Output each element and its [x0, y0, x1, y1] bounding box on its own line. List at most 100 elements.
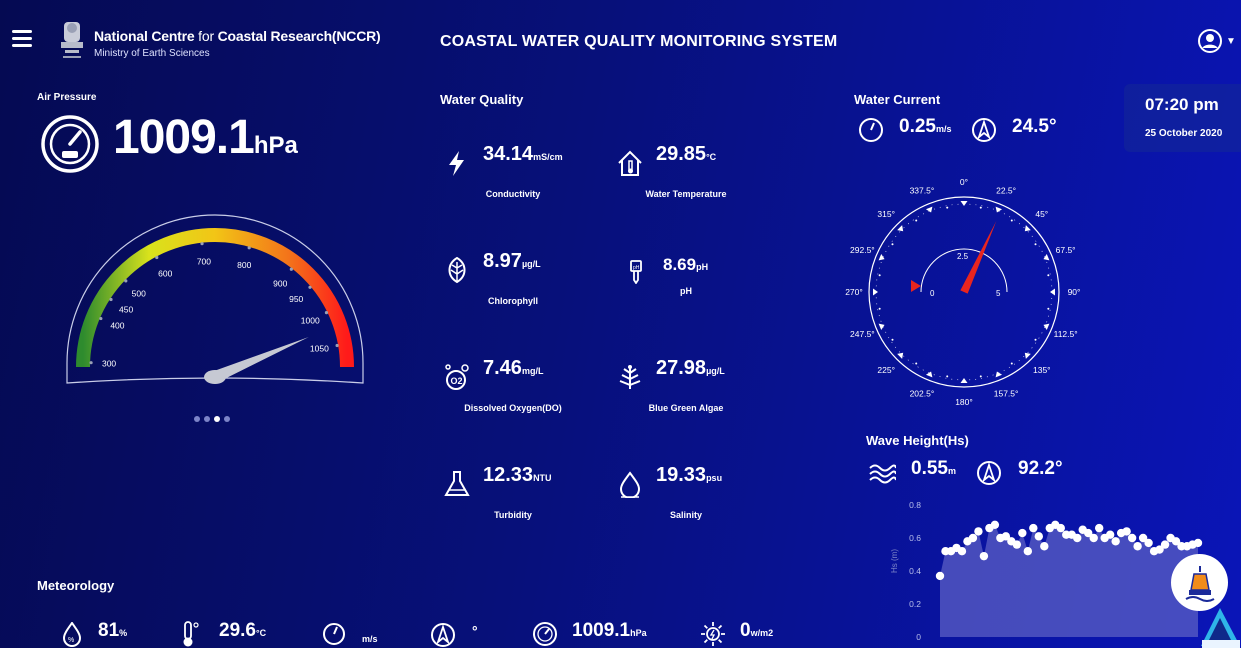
compass-label: 67.5° — [1056, 245, 1076, 255]
direction-needle — [960, 221, 997, 294]
chart-point — [1160, 540, 1170, 549]
chart-point — [1018, 528, 1027, 538]
compass-label: 315° — [877, 209, 895, 219]
speed-marker — [911, 280, 921, 292]
inner-label-mid: 2.5 — [957, 252, 969, 261]
water-current-title: Water Current — [854, 92, 941, 107]
gauge-tick — [89, 361, 93, 365]
metric-chlorophyll: 8.97µg/L Chlorophyll — [443, 250, 613, 330]
menu-icon[interactable] — [12, 30, 32, 47]
gauge-tick-label: 300 — [102, 358, 116, 368]
gauge-icon — [41, 115, 99, 173]
gauge-tick — [308, 285, 312, 289]
compass-minor-dot — [891, 243, 894, 246]
thermometer-icon — [183, 621, 199, 647]
compass-marker — [995, 206, 1003, 213]
carousel-dot[interactable] — [224, 416, 230, 422]
water-current-speed: 0.25m/s — [899, 116, 952, 137]
compass-minor-dot — [1034, 243, 1037, 246]
gauge-tick — [99, 316, 103, 321]
compass-minor-dot — [979, 206, 982, 209]
chart-point — [1122, 527, 1131, 536]
compass-marker — [1024, 225, 1031, 232]
compass-marker — [873, 288, 878, 296]
metric-turbidity: 12.33NTU Turbidity — [443, 464, 613, 544]
compass-minor-dot — [946, 375, 949, 378]
compass-minor-dot — [1010, 219, 1013, 222]
compass-label: 45° — [1035, 209, 1048, 219]
chart-point — [957, 547, 967, 556]
gauge-tick — [155, 255, 159, 260]
compass-label: 337.5° — [910, 185, 935, 195]
chart-point — [1193, 538, 1203, 548]
compass-marker — [925, 206, 933, 213]
wave-height-value: 0.55m — [911, 458, 956, 479]
speedometer-icon — [323, 623, 345, 645]
compass-label: 225° — [877, 365, 895, 375]
gauge-tick-label: 450 — [119, 304, 133, 314]
chevron-down-icon[interactable]: ▼ — [1226, 36, 1236, 47]
chart-point — [1144, 538, 1153, 548]
gauge-tick-label: 1050 — [310, 344, 329, 354]
chart-point — [1094, 523, 1104, 533]
speedometer-icon — [859, 118, 883, 142]
inner-label-max: 5 — [996, 289, 1001, 298]
metric-water-temperature: 29.85°C Water Temperature — [616, 143, 786, 223]
carousel-dot[interactable] — [194, 416, 200, 422]
compass-minor-dot — [878, 274, 881, 277]
org-name: National Centre for Coastal Research(NCC… — [94, 28, 381, 44]
compass-minor-dot — [891, 338, 894, 341]
chart-point — [1155, 545, 1164, 554]
compass-label: 247.5° — [850, 329, 875, 339]
carousel-dot-active[interactable] — [214, 416, 220, 422]
svg-text:%: % — [68, 637, 74, 644]
chart-point — [935, 571, 945, 581]
chart-point — [1029, 523, 1038, 533]
metric-salinity: 19.33psu Salinity — [616, 464, 786, 544]
gauge-tick — [109, 297, 113, 302]
ph-probe-icon: pH — [630, 260, 642, 284]
lightning-icon — [449, 151, 464, 176]
chart-point — [979, 551, 989, 561]
compass-label: 90° — [1068, 287, 1081, 297]
gauge-tick-label: 700 — [197, 257, 211, 267]
user-avatar-icon[interactable] — [1198, 29, 1222, 53]
carousel-dot[interactable] — [204, 416, 210, 422]
air-pressure-label: Air Pressure — [37, 92, 97, 103]
current-compass: 0° 22.5° 45° 67.5° 90° 112.5° 135° 157.5° 180° 20… — [845, 177, 1081, 407]
svg-text:O2: O2 — [451, 376, 463, 386]
chart-point — [1089, 533, 1098, 543]
gauge-tick — [124, 279, 128, 283]
compass-minor-dot — [1047, 307, 1050, 310]
gauge-tick — [324, 311, 329, 315]
navigation-icon — [431, 623, 455, 647]
compass-marker — [1024, 352, 1031, 359]
chart-point — [1056, 523, 1065, 533]
compass-label: 292.5° — [850, 245, 875, 255]
gauge-tick-label: 600 — [158, 268, 172, 278]
compass-marker — [960, 201, 968, 206]
chart-point — [1127, 533, 1137, 543]
compass-label: 112.5° — [1054, 329, 1078, 339]
oxygen-icon: O2 — [445, 364, 469, 390]
compass-marker — [897, 352, 904, 359]
water-current-direction: 24.5° — [1012, 116, 1057, 137]
water-drop-icon — [619, 471, 641, 498]
chart-ytick: 0.8 — [909, 500, 921, 510]
compass-label: 0° — [960, 177, 968, 187]
air-pressure-value: 1009.1hPa — [113, 111, 298, 164]
app-title: COASTAL WATER QUALITY MONITORING SYSTEM — [440, 33, 838, 50]
buoy-button[interactable] — [1171, 554, 1228, 611]
compass-label: 135° — [1033, 365, 1051, 375]
gauge-tick-label: 400 — [110, 321, 124, 331]
gauge-tick — [335, 343, 339, 348]
compass-marker — [897, 225, 904, 232]
metric-conductivity: 34.14mS/cm Conductivity — [443, 143, 613, 223]
metric-dissolved-oxygen: O2 7.46mg/L Dissolved Oxygen(DO) — [443, 357, 613, 437]
compass-minor-dot — [915, 219, 918, 222]
buoy-icon — [1185, 566, 1215, 602]
compass-marker — [995, 371, 1003, 378]
inner-label-0: 0 — [930, 289, 935, 298]
chart-point — [968, 533, 978, 543]
